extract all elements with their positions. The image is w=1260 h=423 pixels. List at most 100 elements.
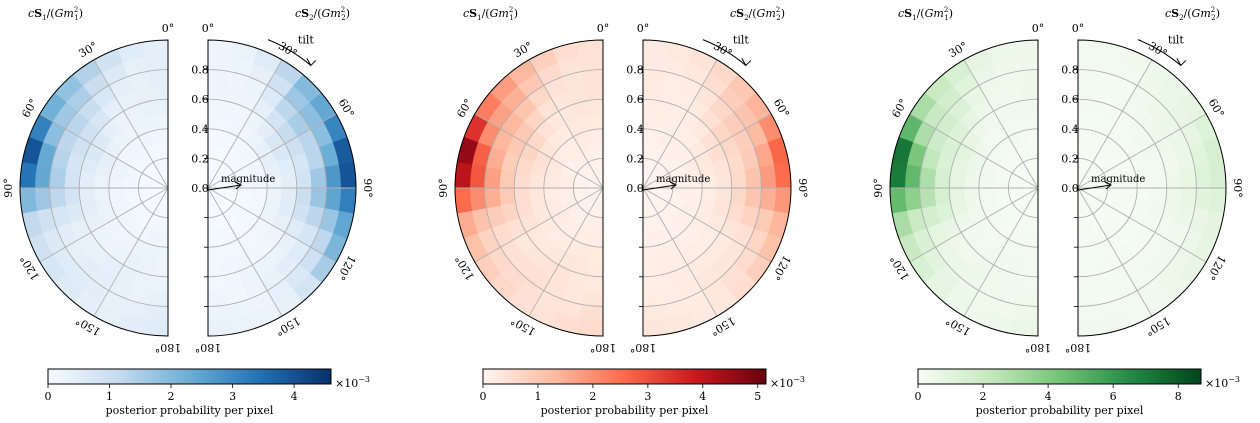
heatmap-cell: [207, 54, 232, 72]
heatmap-cell: [579, 304, 604, 322]
heatmap-cell: [730, 187, 747, 207]
colorbar-tick-label: 4: [699, 390, 706, 403]
heatmap-cell: [469, 164, 487, 189]
right-axis-label: cS2/(Gm2 2): [1165, 6, 1220, 22]
theta-tick-label: 180°: [1025, 341, 1052, 354]
grid-spoke: [1077, 113, 1207, 189]
theta-tick-label: 90°: [1231, 178, 1244, 198]
theta-tick-label: 0°: [637, 22, 650, 35]
heatmap-cell: [904, 187, 922, 212]
colorbar-tick-label: 4: [291, 390, 298, 403]
heatmap-cell: [744, 167, 762, 189]
heatmap-cell: [1179, 187, 1197, 209]
colorbar-tick-label: 1: [106, 390, 113, 403]
radial-tick-label: 0.8: [626, 64, 644, 77]
theta-tick-label: 180°: [630, 341, 657, 354]
heatmap-cell: [1194, 187, 1212, 212]
heatmap-cell: [149, 84, 169, 101]
heatmap-cell: [1077, 304, 1102, 322]
theta-tick-label: 60°: [771, 97, 792, 120]
colorbar-tick-label: 2: [168, 390, 175, 403]
heatmap-cell: [1077, 260, 1094, 278]
colorbar-label: posterior probability per pixel: [106, 404, 274, 417]
heatmap-cell: [1017, 289, 1039, 307]
radial-tick-label: 0.0: [626, 182, 644, 195]
heatmap-cell: [499, 187, 516, 207]
left-axis-label: cS1/(Gm2 1): [463, 6, 518, 22]
heatmap-left: 0°30°60°90°120°150°180°: [437, 22, 616, 354]
heatmap-cell: [579, 54, 604, 72]
tilt-annotation: tilt: [1137, 34, 1187, 67]
heatmap-cell: [759, 187, 777, 212]
theta-tick-label: 180°: [1065, 341, 1092, 354]
heatmap-cell: [295, 169, 312, 189]
heatmap-cell: [1208, 187, 1227, 215]
tilt-arrow: [702, 39, 747, 66]
heatmap-cell: [889, 187, 908, 215]
right-axis-label: cS2/(Gm2 2): [295, 6, 350, 22]
semicircle-outline: [642, 39, 792, 337]
theta-tick-label: 90°: [361, 178, 374, 198]
colorbar-gradient: [917, 368, 1202, 385]
heatmap-cell: [144, 54, 169, 72]
heatmap-left: 0°30°60°90°120°150°180°: [2, 22, 181, 354]
theta-tick-label: 90°: [437, 178, 450, 198]
theta-tick-label: 60°: [1206, 97, 1227, 120]
tilt-arrow: [1137, 39, 1182, 66]
heatmap-cell: [934, 187, 951, 207]
heatmap-cell: [730, 169, 747, 189]
heatmap-cell: [948, 172, 966, 189]
tilt-label: tilt: [733, 34, 749, 47]
radial-tick-label: 0.4: [1061, 123, 1079, 136]
heatmap-cell: [1077, 39, 1105, 58]
colorbar-tick-label: 3: [644, 390, 651, 403]
colorbar-exponent: ×10−3: [1205, 375, 1240, 390]
heatmap-cell: [141, 39, 169, 58]
heatmap-cell: [34, 164, 52, 189]
heatmap-cell: [19, 161, 38, 189]
colorbar-tick-label: 2: [589, 390, 596, 403]
magnitude-arrowhead: [234, 181, 242, 190]
heatmap-cell: [1014, 54, 1039, 72]
radial-tick-label: 0.8: [1061, 64, 1079, 77]
heatmap-right: 0°30°60°90°120°150°180°: [1065, 22, 1244, 354]
radial-tick-label: 0.4: [626, 123, 644, 136]
tilt-arrowhead: [1176, 58, 1187, 67]
radial-tick-label: 0.6: [626, 93, 644, 106]
grid-spoke: [93, 59, 169, 189]
theta-tick-label: 90°: [2, 178, 15, 198]
heatmap-cell: [642, 69, 664, 87]
heatmap-cell: [34, 187, 52, 212]
tilt-arrow: [267, 39, 312, 66]
left-axis-label: cS1/(Gm2 1): [28, 6, 83, 22]
colorbar-label: posterior probability per pixel: [976, 404, 1144, 417]
colorbar-exponent: ×10−3: [770, 375, 805, 390]
grid-spoke: [93, 187, 169, 317]
heatmap-cell: [642, 84, 662, 101]
grid-spoke: [963, 187, 1039, 317]
radial-tick-label: 0.6: [191, 93, 209, 106]
semicircle-outline: [889, 39, 1039, 337]
heatmap-cell: [454, 187, 473, 215]
heatmap-right: 0°30°60°90°120°150°180°: [195, 22, 374, 354]
right-axis-label: cS2/(Gm2 2): [730, 6, 785, 22]
heatmap-cell: [642, 39, 670, 58]
magnitude-annotation: magnitude: [642, 174, 710, 191]
heatmap-cell: [499, 169, 516, 189]
grid-spoke: [909, 187, 1039, 263]
chart-reds: 0°30°60°90°120°150°180°0°30°60°90°120°15…: [437, 6, 809, 417]
heatmap-right: 0°30°60°90°120°150°180°: [630, 22, 809, 354]
heatmap-cell: [1014, 304, 1039, 322]
radial-tick-label: 0.4: [191, 123, 209, 136]
chart-blues: 0°30°60°90°120°150°180°0°30°60°90°120°15…: [2, 6, 374, 417]
theta-tick-label: 0°: [1032, 22, 1045, 35]
heatmap-cell: [584, 84, 604, 101]
heatmap-cell: [149, 275, 169, 292]
magnitude-arrow: [207, 184, 242, 191]
heatmap-cell: [1024, 245, 1039, 263]
colorbar-exponent: ×10−3: [335, 375, 370, 390]
heatmap-cell: [295, 187, 312, 207]
colorbar: 0 1 2 3 4 5 ×10−3 posterior probability per pix…: [480, 368, 805, 417]
colorbar: 0 2 4 6 8 ×10−3 posterior probability per pixe…: [915, 368, 1240, 417]
